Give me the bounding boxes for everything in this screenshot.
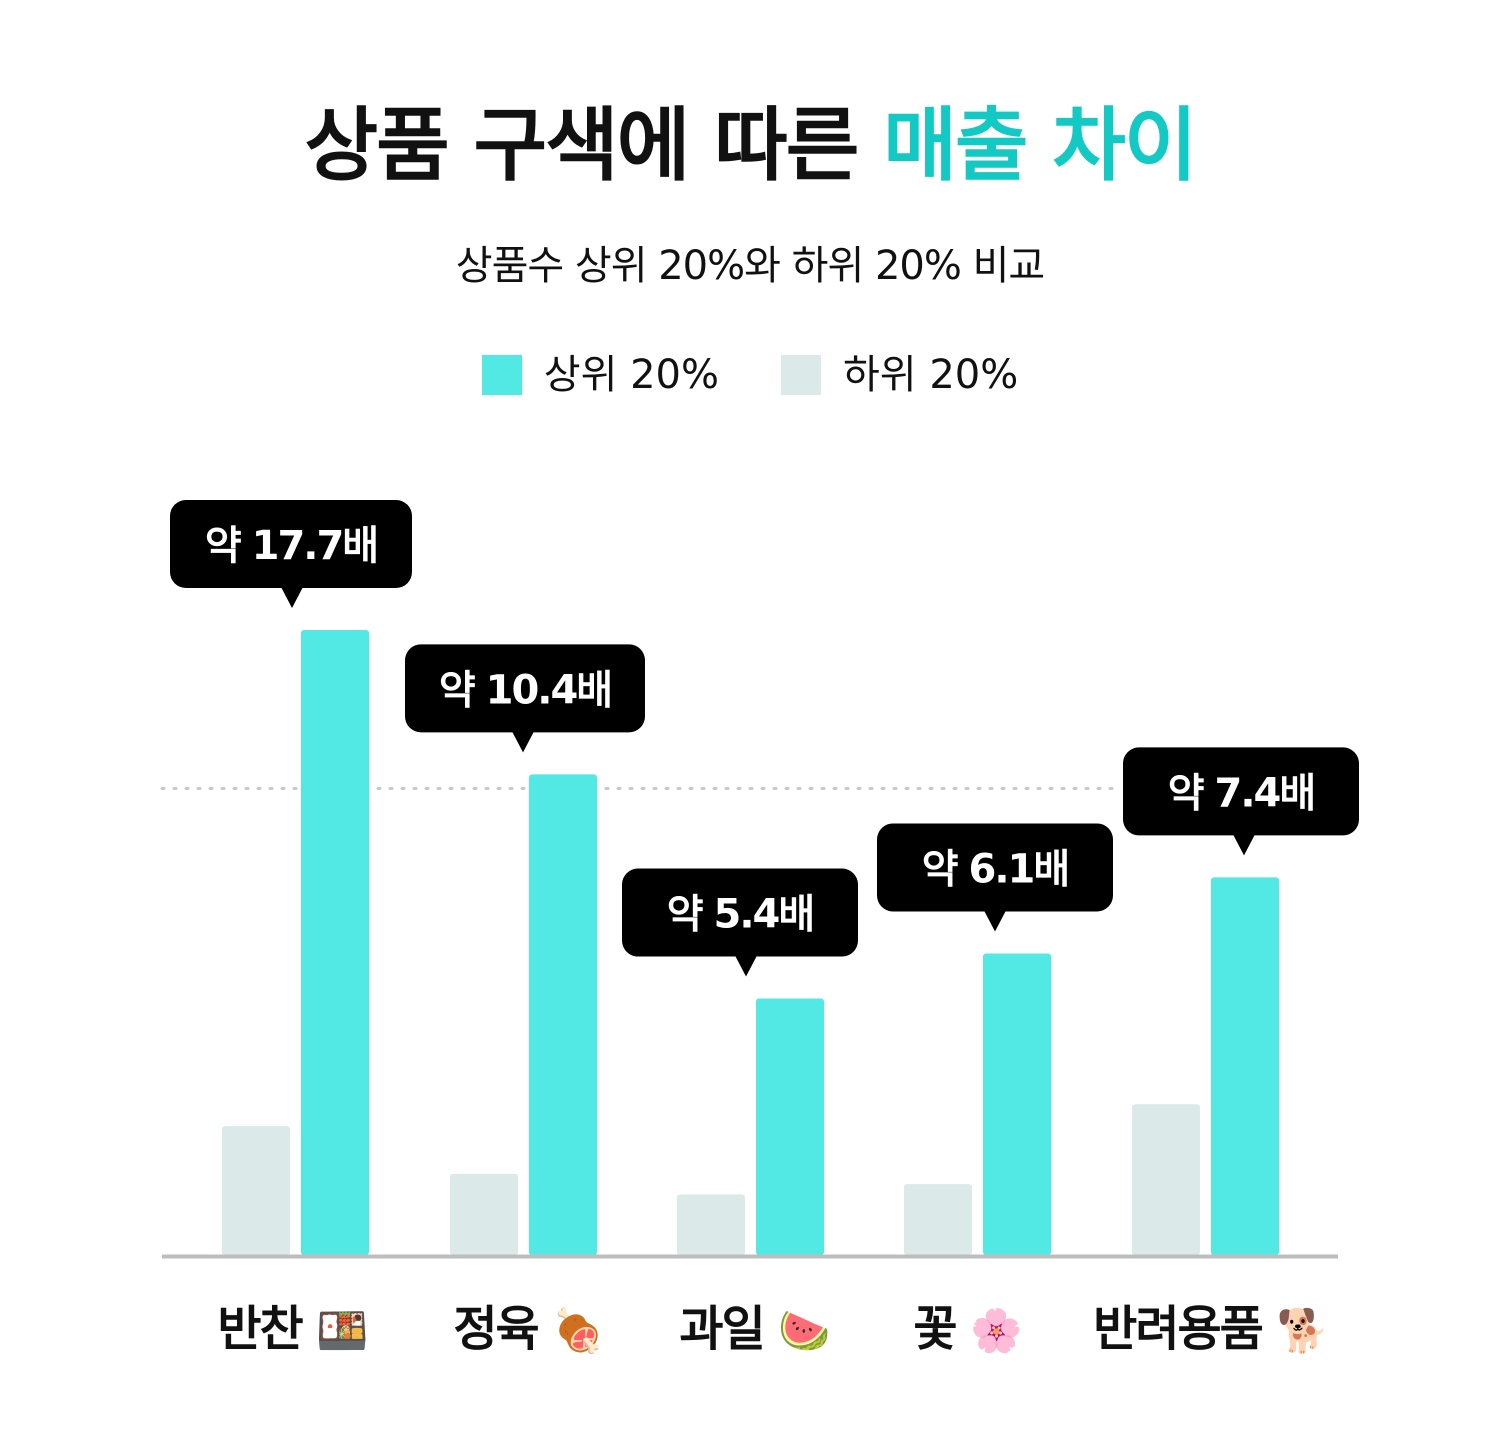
callout-pointer-3	[984, 910, 1006, 932]
chart-legend: 상위 20% 하위 20%	[0, 350, 1500, 400]
bar-top20-1	[529, 774, 597, 1255]
page-title: 상품 구색에 따른 매출 차이	[0, 96, 1500, 196]
poultry-leg-icon: 🍖	[552, 1305, 602, 1357]
title-part-accent: 매출 차이	[883, 99, 1197, 192]
bento-box-icon: 🍱	[316, 1306, 366, 1355]
bar-bottom20-3	[904, 1184, 972, 1255]
legend-swatch-top	[481, 355, 522, 395]
page-subtitle: 상품수 상위 20%와 하위 20% 비교	[455, 243, 1045, 289]
category-name-1: 정육	[453, 1301, 552, 1357]
bar-bottom20-1	[450, 1173, 518, 1255]
callout-box-3	[877, 823, 1113, 912]
category-label-2: 과일 🍉	[679, 1301, 828, 1357]
callout-box-0	[170, 500, 412, 588]
cherry-blossom-icon: 🌸	[970, 1306, 1020, 1355]
watermelon-icon: 🍉	[778, 1306, 828, 1355]
legend-label-top: 상위 20%	[543, 352, 719, 398]
bar-top20-4	[1211, 877, 1279, 1255]
callout-box-1	[405, 644, 645, 733]
category-label-1: 정육 🍖	[453, 1301, 602, 1357]
dog-icon: 🐕	[1277, 1306, 1327, 1355]
bar-top20-2	[756, 998, 824, 1255]
bar-bottom20-4	[1132, 1104, 1200, 1255]
category-name-2: 과일	[679, 1301, 778, 1357]
callout-pointer-0	[281, 587, 303, 608]
callout-pointer-4	[1233, 834, 1255, 856]
category-name-0: 반찬	[217, 1301, 316, 1357]
callout-pointer-1	[512, 731, 534, 753]
bar-bottom20-2	[677, 1194, 745, 1255]
title-part-dark: 상품 구색에 따른	[304, 99, 884, 192]
legend-swatch-bottom	[781, 355, 821, 395]
callout-label-1: 약 10.4배	[439, 667, 611, 713]
bar-top20-3	[983, 953, 1051, 1255]
callout-label-4: 약 7.4배	[1168, 770, 1314, 816]
legend-item-bottom: 하위 20%	[781, 350, 1018, 400]
callout-label-2: 약 5.4배	[667, 892, 813, 938]
category-label-3: 꽃 🌸	[913, 1301, 1020, 1357]
legend-label-bottom: 하위 20%	[843, 352, 1019, 398]
category-name-4: 반려용품	[1093, 1301, 1276, 1357]
category-label-0: 반찬 🍱	[217, 1301, 366, 1357]
bar-top20-0	[301, 630, 369, 1255]
legend-item-top: 상위 20%	[481, 350, 719, 400]
callout-box-2	[622, 868, 858, 957]
callout-box-4	[1123, 747, 1359, 836]
bar-bottom20-0	[222, 1126, 290, 1255]
category-label-4: 반려용품 🐕	[1093, 1301, 1327, 1357]
callout-label-3: 약 6.1배	[922, 846, 1068, 892]
callout-pointer-2	[735, 955, 757, 977]
callout-label-0: 약 17.7배	[205, 523, 377, 569]
category-name-3: 꽃	[913, 1301, 970, 1357]
